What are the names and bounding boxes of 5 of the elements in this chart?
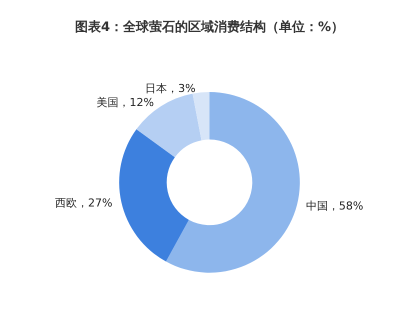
slice-label: 美国，12% [96, 96, 154, 110]
slice-label: 西欧，27% [54, 196, 112, 210]
slice-label: 中国，58% [306, 199, 364, 212]
slice-label: 日本，3% [145, 82, 196, 95]
chart-title: 图表4：全球萤石的区域消费结构（单位：%） [74, 19, 344, 35]
